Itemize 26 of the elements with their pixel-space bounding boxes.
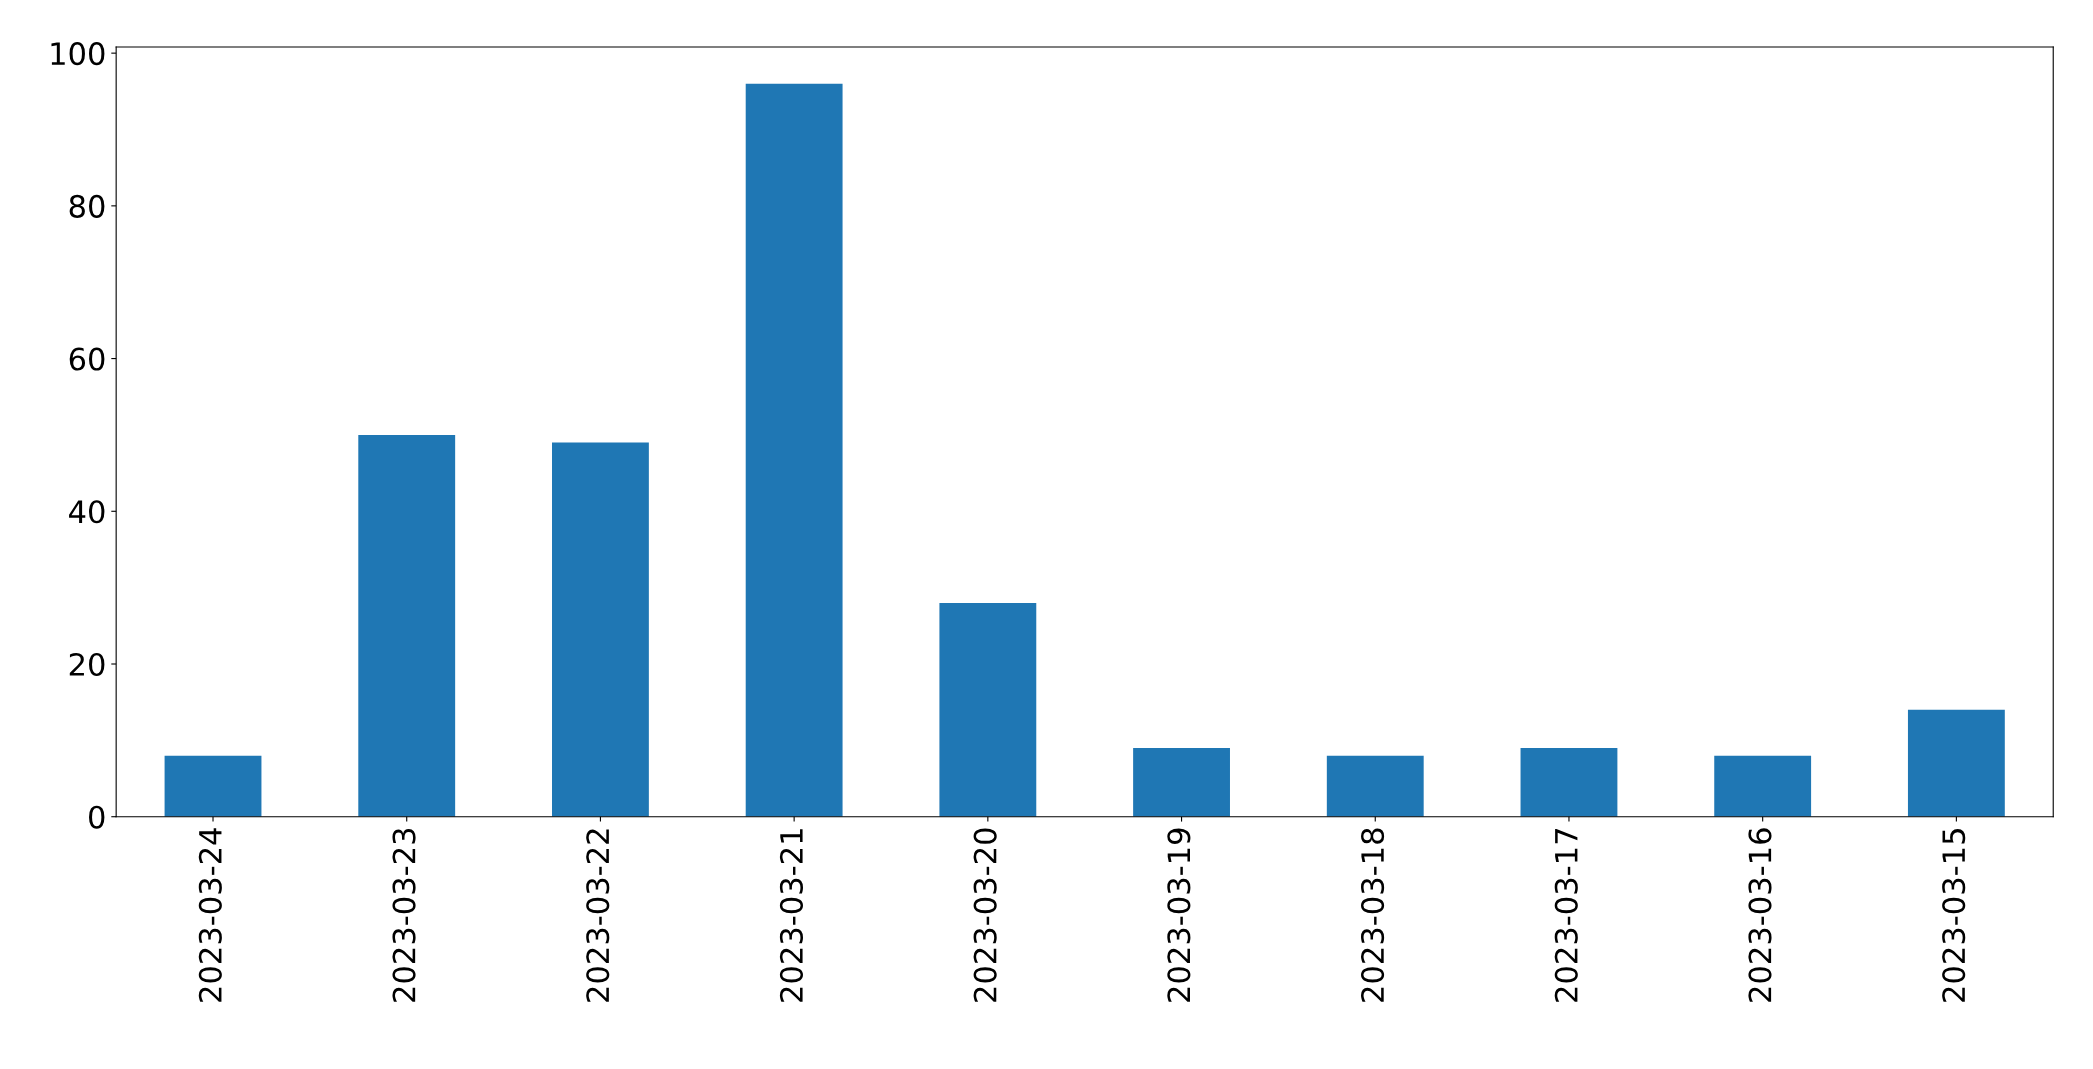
bar bbox=[1133, 747, 1230, 817]
x-tick-label: 2023-03-23 bbox=[392, 828, 416, 1002]
bar bbox=[1326, 755, 1424, 817]
x-tick-label: 2023-03-15 bbox=[1942, 829, 1966, 1002]
bar bbox=[1714, 755, 1812, 817]
y-tick-label: 20 bbox=[69, 652, 105, 677]
x-tick-label: 2023-03-24 bbox=[198, 828, 222, 1002]
y-tick-label: 0 bbox=[89, 805, 105, 829]
bar bbox=[552, 442, 649, 817]
x-tick-label: 2023-03-16 bbox=[1748, 828, 1772, 1002]
bar bbox=[358, 434, 456, 817]
x-tick-label: 2023-03-20 bbox=[973, 828, 997, 1002]
x-tick-label: 2023-03-19 bbox=[1167, 828, 1191, 1002]
bar bbox=[1520, 747, 1618, 817]
bar bbox=[939, 602, 1037, 817]
bar bbox=[1907, 709, 2005, 817]
x-tick-label: 2023-03-18 bbox=[1361, 828, 1385, 1002]
x-tick-label: 2023-03-17 bbox=[1554, 829, 1578, 1002]
y-tick-label: 60 bbox=[69, 347, 105, 371]
bar bbox=[745, 83, 843, 817]
y-tick-label: 40 bbox=[69, 500, 105, 524]
y-tick-label: 80 bbox=[69, 194, 105, 218]
x-tick-label: 2023-03-22 bbox=[586, 829, 610, 1002]
x-tick-label: 2023-03-21 bbox=[779, 829, 803, 1002]
bar bbox=[164, 755, 262, 817]
y-tick-label: 100 bbox=[51, 42, 105, 66]
